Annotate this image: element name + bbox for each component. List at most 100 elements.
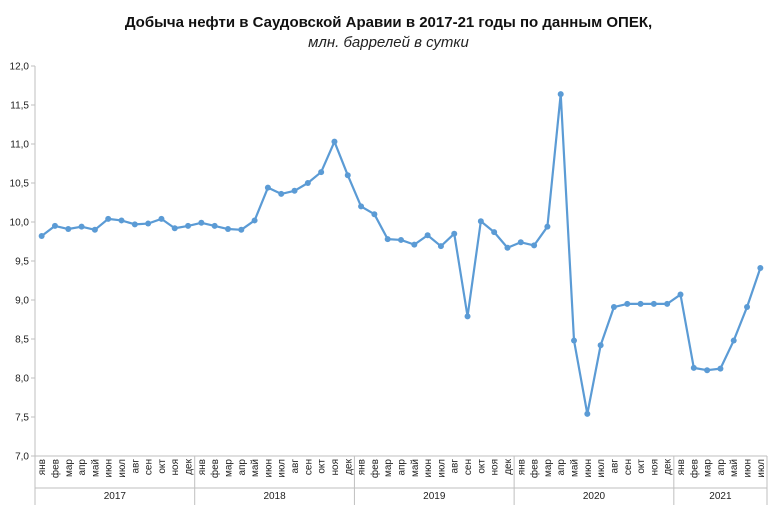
x-tick-label: апр (397, 459, 408, 476)
x-tick-label: авг (290, 459, 301, 474)
data-point (145, 220, 152, 227)
data-point (65, 226, 72, 233)
data-point (437, 243, 444, 250)
data-point (451, 230, 458, 237)
x-tick-label: июн (423, 459, 434, 478)
y-tick-label: 10,5 (10, 179, 30, 190)
year-label: 2021 (709, 491, 732, 502)
x-tick-label: авг (609, 459, 620, 474)
x-tick-label: янв (197, 459, 208, 475)
x-tick-label: май (570, 459, 581, 477)
y-tick-label: 8,0 (15, 374, 29, 385)
x-tick-label: окт (476, 459, 487, 474)
data-point (278, 190, 285, 197)
x-tick-label: окт (157, 459, 168, 474)
data-point (344, 172, 351, 179)
x-tick-label: май (250, 459, 261, 477)
data-point (571, 337, 578, 344)
year-label: 2018 (263, 491, 286, 502)
x-tick-label: ноя (170, 459, 181, 476)
chart-title: Добыча нефти в Саудовской Аравии в 2017-… (124, 14, 653, 31)
x-tick-label: сен (463, 459, 474, 475)
y-tick-label: 9,0 (15, 296, 29, 307)
x-tick-label: июн (583, 459, 594, 478)
data-point (597, 342, 604, 349)
data-point (291, 187, 298, 194)
x-tick-label: дек (503, 458, 514, 474)
x-tick-label: янв (37, 459, 48, 475)
data-point (371, 211, 378, 218)
y-tick-label: 8,5 (15, 335, 29, 346)
x-tick-label: июл (277, 459, 288, 478)
x-tick-label: сен (144, 459, 155, 475)
y-tick-label: 12,0 (10, 62, 30, 73)
data-point (384, 236, 391, 243)
data-point (637, 300, 644, 307)
x-tick-label: сен (303, 459, 314, 475)
x-tick-label: мар (543, 459, 554, 477)
data-point (610, 304, 617, 311)
series-line (40, 92, 762, 415)
data-point (118, 217, 125, 224)
data-point (211, 222, 218, 229)
data-point (38, 233, 45, 240)
x-tick-label: сен (623, 459, 634, 475)
x-tick-label: янв (676, 459, 687, 475)
x-tick-label: июн (104, 459, 115, 478)
data-point (677, 291, 684, 298)
data-point (318, 169, 325, 176)
x-tick-label: июн (743, 459, 754, 478)
y-tick-label: 7,5 (15, 413, 29, 424)
data-point (504, 244, 511, 251)
data-point (251, 217, 258, 224)
data-point (411, 241, 418, 248)
x-tick-label: мар (223, 459, 234, 477)
x-tick-label: ноя (490, 459, 501, 476)
data-point (105, 215, 112, 222)
data-point (185, 222, 192, 229)
data-point (557, 91, 564, 98)
x-tick-label: мар (703, 459, 714, 477)
x-tick-label: апр (556, 459, 567, 476)
x-tick-label: дек (663, 458, 674, 474)
x-tick-label: фев (369, 459, 381, 478)
x-tick-label: фев (688, 459, 700, 478)
data-point (238, 226, 245, 233)
x-tick-label: фев (529, 459, 541, 478)
data-point (624, 300, 631, 307)
x-tick-label: июл (117, 459, 128, 478)
x-tick-label: авг (130, 459, 141, 474)
data-point (730, 337, 737, 344)
x-tick-label: дек (343, 458, 354, 474)
x-tick-label: окт (636, 459, 647, 474)
data-point (477, 218, 484, 225)
x-tick-label: авг (450, 459, 461, 474)
x-tick-label: янв (357, 459, 368, 475)
x-tick-label: июл (596, 459, 607, 478)
x-tick-label: фев (49, 459, 61, 478)
data-point (51, 222, 58, 229)
year-label: 2020 (583, 491, 606, 502)
x-tick-label: мар (383, 459, 394, 477)
x-tick-label: май (90, 459, 101, 477)
year-label: 2017 (104, 491, 127, 502)
data-point (264, 184, 271, 191)
x-tick-label: ноя (649, 459, 660, 476)
data-point (757, 265, 764, 272)
x-tick-label: ноя (330, 459, 341, 476)
data-point (517, 239, 524, 246)
data-point (744, 304, 751, 311)
data-point (690, 364, 697, 371)
y-tick-label: 7,0 (15, 452, 29, 463)
chart-subtitle: млн. баррелей в сутки (308, 34, 469, 51)
data-point (491, 229, 498, 236)
data-point (464, 313, 471, 320)
y-tick-label: 10,0 (10, 218, 30, 229)
data-point (158, 215, 165, 222)
data-point (584, 410, 591, 417)
y-tick-label: 9,5 (15, 257, 29, 268)
data-point (704, 367, 711, 374)
data-point (544, 223, 551, 230)
